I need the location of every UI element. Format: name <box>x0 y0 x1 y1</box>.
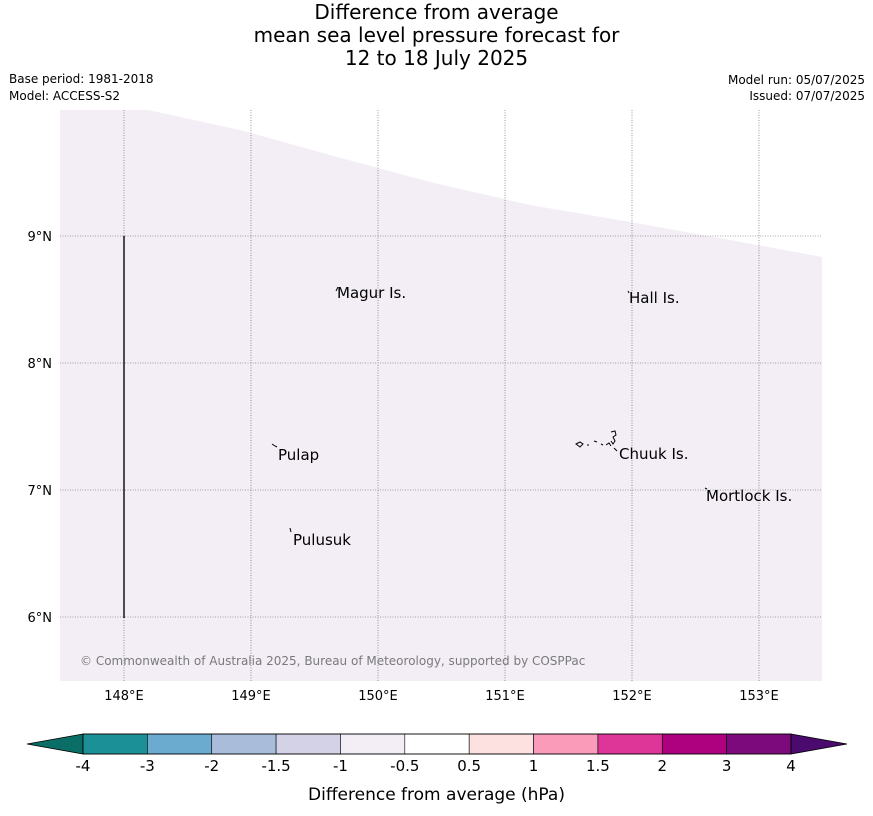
lon-tick-152e: 152°E <box>612 689 652 704</box>
colorbar-tick-label: 1 <box>529 757 539 775</box>
colorbar-label: Difference from average (hPa) <box>308 785 565 805</box>
colorbar-segment <box>597 733 663 755</box>
place-label-magur: Magur Is. <box>337 284 406 302</box>
colorbar-segment <box>468 733 534 755</box>
colorbar-segment <box>211 733 277 755</box>
colorbar-tick-label: -2 <box>204 757 219 775</box>
island-chuuk <box>575 430 618 452</box>
colorbar-segment <box>275 733 341 755</box>
model-name: Model: ACCESS-S2 <box>9 89 121 103</box>
lat-tick-9n: 9°N <box>28 230 53 245</box>
colorbar-tick-label: -4 <box>76 757 91 775</box>
copyright-notice: © Commonwealth of Australia 2025, Bureau… <box>80 654 585 668</box>
colorbar-tick-label: 0.5 <box>457 757 481 775</box>
colorbar-tick-label: -0.5 <box>390 757 419 775</box>
title-line-3: 12 to 18 July 2025 <box>344 46 529 70</box>
island-pulap <box>271 443 278 448</box>
colorbar-tick-label: -3 <box>140 757 155 775</box>
colorbar-tick-label: -1 <box>333 757 348 775</box>
lon-tick-151e: 151°E <box>485 689 525 704</box>
place-label-hall: Hall Is. <box>629 289 680 307</box>
island-outlines <box>271 286 708 533</box>
base-period: Base period: 1981-2018 <box>9 72 154 86</box>
place-label-pulap: Pulap <box>278 446 319 464</box>
island-pulusuk <box>289 527 292 533</box>
place-label-mortlock: Mortlock Is. <box>706 487 792 505</box>
title-line-2: mean sea level pressure forecast for <box>253 23 620 47</box>
lat-tick-7n: 7°N <box>28 484 53 499</box>
lon-tick-153e: 153°E <box>739 689 779 704</box>
place-label-chuuk: Chuuk Is. <box>619 445 688 463</box>
colorbar-tick-label: 4 <box>786 757 796 775</box>
colorbar-segment <box>404 733 470 755</box>
lat-tick-8n: 8°N <box>28 357 53 372</box>
colorbar-segment <box>661 733 727 755</box>
colorbar-tick-label: -1.5 <box>261 757 290 775</box>
colorbar-segment <box>533 733 599 755</box>
lat-tick-6n: 6°N <box>28 611 53 626</box>
colorbar-tick-label: 2 <box>657 757 667 775</box>
model-run: Model run: 05/07/2025 <box>727 73 865 87</box>
colorbar-segment <box>82 733 148 755</box>
colorbar-tick-label: 3 <box>722 757 732 775</box>
colorbar-over-triangle <box>790 733 848 755</box>
colorbar-segment <box>726 733 792 755</box>
colorbar-tick-label: 1.5 <box>586 757 610 775</box>
colorbar-segment <box>147 733 213 755</box>
island-hall <box>627 290 630 294</box>
lon-tick-148e: 148°E <box>104 689 144 704</box>
forecast-field <box>60 110 822 681</box>
lon-tick-149e: 149°E <box>231 689 271 704</box>
title-line-1: Difference from average <box>314 0 559 24</box>
colorbar-under-triangle <box>26 733 84 755</box>
colorbar-segment <box>340 733 406 755</box>
colorbar: -4 -3 -2 -1.5 -1 -0.5 0.5 1 1.5 2 3 4 <box>26 733 848 775</box>
island-mortlock <box>704 487 708 490</box>
issued-date: Issued: 07/07/2025 <box>749 89 865 103</box>
lon-tick-150e: 150°E <box>358 689 398 704</box>
island-magur <box>335 286 339 292</box>
place-label-pulusuk: Pulusuk <box>293 531 351 549</box>
